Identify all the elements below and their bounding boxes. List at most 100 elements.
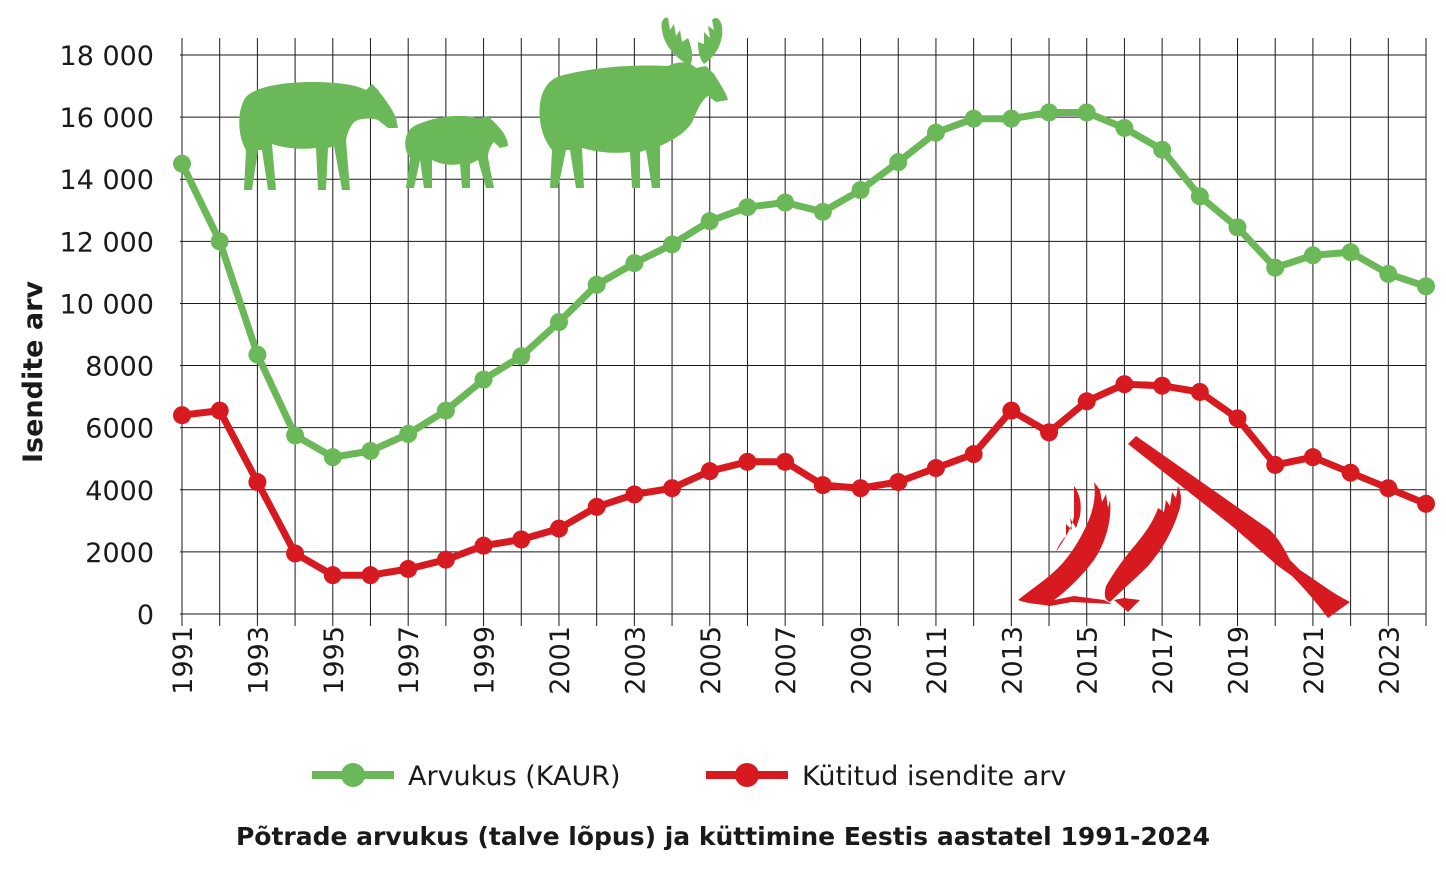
series-line — [178, 109, 1430, 461]
data-point — [889, 153, 908, 172]
x-tick-label: 2023 — [1374, 626, 1405, 695]
data-point — [625, 254, 644, 273]
data-point — [1303, 246, 1322, 265]
data-point — [587, 497, 606, 516]
data-point — [1417, 277, 1435, 296]
data-point — [776, 193, 795, 212]
y-tick-label: 16 000 — [60, 103, 154, 134]
legend-label: Kütitud isendite arv — [802, 761, 1066, 792]
y-tick-label: 0 — [137, 600, 154, 631]
data-point — [549, 519, 568, 538]
data-point — [436, 401, 455, 420]
data-point — [512, 530, 531, 549]
antlers-and-rifle-icon — [1018, 436, 1350, 618]
data-point — [1040, 103, 1059, 122]
data-point — [1002, 401, 1021, 420]
data-point — [1115, 118, 1134, 137]
data-point — [851, 181, 870, 200]
y-tick-label: 6000 — [85, 414, 154, 445]
data-point — [248, 473, 267, 492]
data-point — [1077, 392, 1096, 411]
data-point — [323, 566, 342, 585]
x-tick-label: 2011 — [922, 626, 953, 695]
y-tick-label: 18 000 — [60, 41, 154, 72]
x-tick-label: 1997 — [394, 626, 425, 695]
data-point — [286, 544, 305, 563]
data-point — [323, 448, 342, 467]
y-tick-label: 12 000 — [60, 227, 154, 258]
series-1 — [173, 375, 1435, 585]
data-point — [1379, 479, 1398, 498]
data-point — [210, 232, 229, 251]
legend-item-kutitud: Kütitud isendite arv — [706, 761, 1066, 792]
data-point — [1077, 103, 1096, 122]
data-point — [1341, 463, 1360, 482]
x-tick-label: 2015 — [1073, 626, 1104, 695]
data-point — [625, 485, 644, 504]
x-tick-label: 2013 — [997, 626, 1028, 695]
chart-title: Põtrade arvukus (talve lõpus) ja küttimi… — [236, 822, 1210, 851]
series-line — [178, 380, 1430, 579]
data-point — [361, 441, 380, 460]
y-axis-label: Isendite arv — [18, 281, 49, 463]
data-point — [776, 452, 795, 471]
data-point — [926, 459, 945, 478]
moose-family-silhouette-icon — [239, 17, 728, 190]
data-point — [700, 462, 719, 481]
x-tick-label: 1993 — [243, 626, 274, 695]
data-point — [1190, 382, 1209, 401]
data-point — [361, 566, 380, 585]
data-point — [700, 212, 719, 231]
x-tick-label: 2003 — [620, 626, 651, 695]
data-point — [1040, 423, 1059, 442]
x-tick-label: 2017 — [1148, 626, 1179, 695]
x-tick-label: 2001 — [545, 626, 576, 695]
x-tick-label: 2019 — [1224, 626, 1255, 695]
data-point — [1266, 258, 1285, 277]
legend-item-arvukus: Arvukus (KAUR) — [312, 761, 621, 792]
data-point — [436, 550, 455, 569]
data-point — [1115, 375, 1134, 394]
x-tick-label: 1995 — [319, 626, 350, 695]
data-point — [738, 452, 757, 471]
data-point — [173, 406, 191, 425]
data-point — [1002, 109, 1021, 128]
y-tick-label: 14 000 — [60, 165, 154, 196]
data-point — [399, 424, 418, 443]
data-point — [286, 426, 305, 445]
data-point — [964, 109, 983, 128]
data-point — [1228, 218, 1247, 237]
data-point — [738, 198, 757, 217]
data-point — [1153, 376, 1172, 395]
series-layer — [173, 103, 1435, 585]
series-0 — [173, 103, 1435, 467]
legend-label: Arvukus (KAUR) — [408, 761, 621, 792]
data-point — [1190, 187, 1209, 206]
data-point — [889, 473, 908, 492]
x-tick-label: 2005 — [696, 626, 727, 695]
data-point — [248, 345, 267, 364]
y-tick-label: 4000 — [85, 476, 154, 507]
data-point — [1228, 409, 1247, 428]
x-tick-label: 1999 — [470, 626, 501, 695]
x-tick-label: 2009 — [847, 626, 878, 695]
data-point — [474, 370, 493, 389]
data-point — [1266, 455, 1285, 474]
legend-swatch-marker — [735, 763, 759, 787]
data-point — [399, 559, 418, 578]
data-point — [173, 154, 191, 173]
data-point — [549, 313, 568, 332]
data-point — [1303, 448, 1322, 467]
y-tick-label: 8000 — [85, 352, 154, 383]
data-point — [512, 347, 531, 366]
grid — [180, 38, 1427, 626]
data-point — [1417, 494, 1435, 513]
data-point — [1341, 243, 1360, 262]
data-point — [851, 479, 870, 498]
y-tick-label: 10 000 — [60, 289, 154, 320]
data-point — [1153, 140, 1172, 159]
x-tick-label: 1991 — [168, 626, 199, 695]
legend: Arvukus (KAUR) Kütitud isendite arv — [312, 761, 1066, 792]
data-point — [813, 476, 832, 495]
